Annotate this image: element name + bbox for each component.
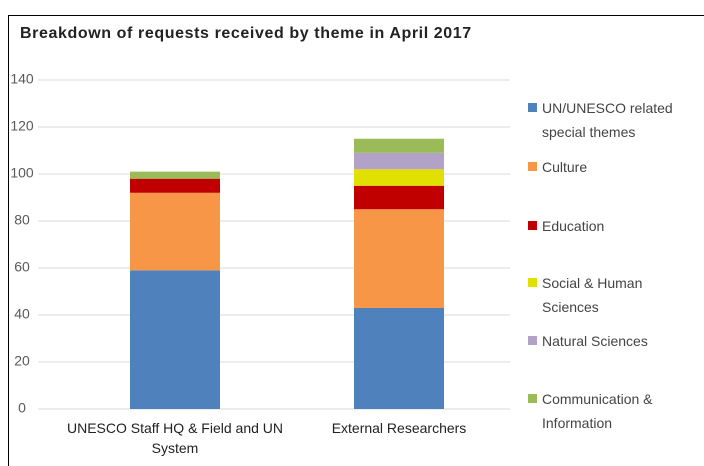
bar-segment: [354, 169, 444, 186]
legend-item: Culture: [528, 155, 698, 179]
y-tick-label: 100: [10, 165, 34, 181]
bar-segment: [354, 138, 444, 153]
legend-label: Communication & Information: [542, 391, 653, 431]
y-tick-label: 40: [14, 306, 30, 322]
y-tick-label: 80: [14, 212, 30, 228]
legend-label: UN/UNESCO related special themes: [542, 100, 673, 140]
legend-label: Natural Sciences: [542, 333, 648, 349]
legend-item: UN/UNESCO related special themes: [528, 96, 698, 144]
y-tick-label: 20: [14, 353, 30, 369]
legend-label: Social & Human Sciences: [542, 275, 643, 315]
bar-segment: [354, 307, 444, 409]
bar-segment: [130, 178, 220, 193]
bar-segment: [354, 152, 444, 170]
legend-swatch: [528, 336, 537, 345]
legend-swatch: [528, 278, 537, 287]
legend-item: Education: [528, 214, 698, 238]
y-tick-label: 120: [10, 118, 34, 134]
legend-swatch: [528, 221, 537, 230]
bar-segment: [130, 171, 220, 179]
chart-title: Breakdown of requests received by theme …: [20, 25, 472, 42]
frame: [8, 15, 704, 466]
bar-segment: [130, 270, 220, 409]
legend-swatch: [528, 394, 537, 403]
y-tick-label: 60: [14, 259, 30, 275]
legend-label: Education: [542, 218, 605, 234]
bar-segment: [354, 185, 444, 210]
bar-segment: [354, 209, 444, 308]
legend-swatch: [528, 103, 537, 112]
y-tick-label: 0: [18, 400, 26, 416]
legend-swatch: [528, 162, 537, 171]
legend-item: Natural Sciences: [528, 329, 698, 353]
x-tick-label: External Researchers: [331, 420, 467, 436]
legend-item: Social & Human Sciences: [528, 271, 698, 319]
y-tick-label: 140: [10, 71, 34, 87]
legend-item: Communication & Information: [528, 387, 698, 435]
x-tick-label: UNESCO Staff HQ & Field and UN System: [66, 420, 284, 456]
legend-label: Culture: [542, 159, 588, 175]
bar-segment: [130, 192, 220, 271]
